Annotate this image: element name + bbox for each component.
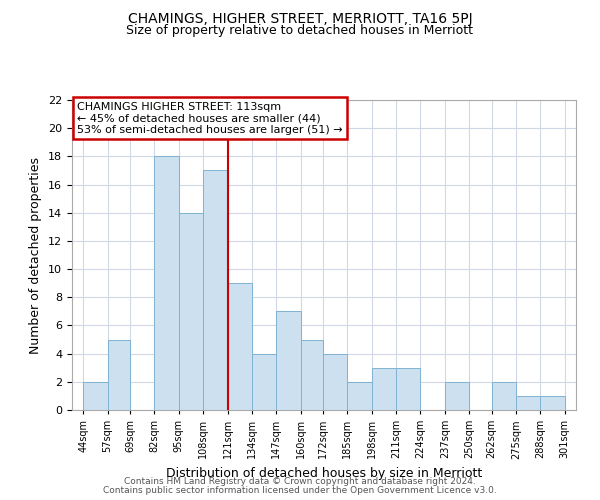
Bar — [541, 396, 565, 410]
Bar — [203, 170, 227, 410]
Bar — [347, 382, 372, 410]
Bar — [252, 354, 276, 410]
Bar — [396, 368, 421, 410]
Text: CHAMINGS, HIGHER STREET, MERRIOTT, TA16 5PJ: CHAMINGS, HIGHER STREET, MERRIOTT, TA16 … — [128, 12, 472, 26]
Bar — [154, 156, 179, 410]
Bar — [491, 382, 516, 410]
X-axis label: Distribution of detached houses by size in Merriott: Distribution of detached houses by size … — [166, 467, 482, 480]
Bar — [276, 312, 301, 410]
Bar — [516, 396, 541, 410]
Bar — [83, 382, 107, 410]
Text: Size of property relative to detached houses in Merriott: Size of property relative to detached ho… — [127, 24, 473, 37]
Text: Contains public sector information licensed under the Open Government Licence v3: Contains public sector information licen… — [103, 486, 497, 495]
Bar — [301, 340, 323, 410]
Text: CHAMINGS HIGHER STREET: 113sqm
← 45% of detached houses are smaller (44)
53% of : CHAMINGS HIGHER STREET: 113sqm ← 45% of … — [77, 102, 343, 134]
Bar — [227, 283, 252, 410]
Bar — [107, 340, 130, 410]
Y-axis label: Number of detached properties: Number of detached properties — [29, 156, 43, 354]
Text: Contains HM Land Registry data © Crown copyright and database right 2024.: Contains HM Land Registry data © Crown c… — [124, 477, 476, 486]
Bar — [372, 368, 396, 410]
Bar — [179, 212, 203, 410]
Bar — [445, 382, 469, 410]
Bar — [323, 354, 347, 410]
